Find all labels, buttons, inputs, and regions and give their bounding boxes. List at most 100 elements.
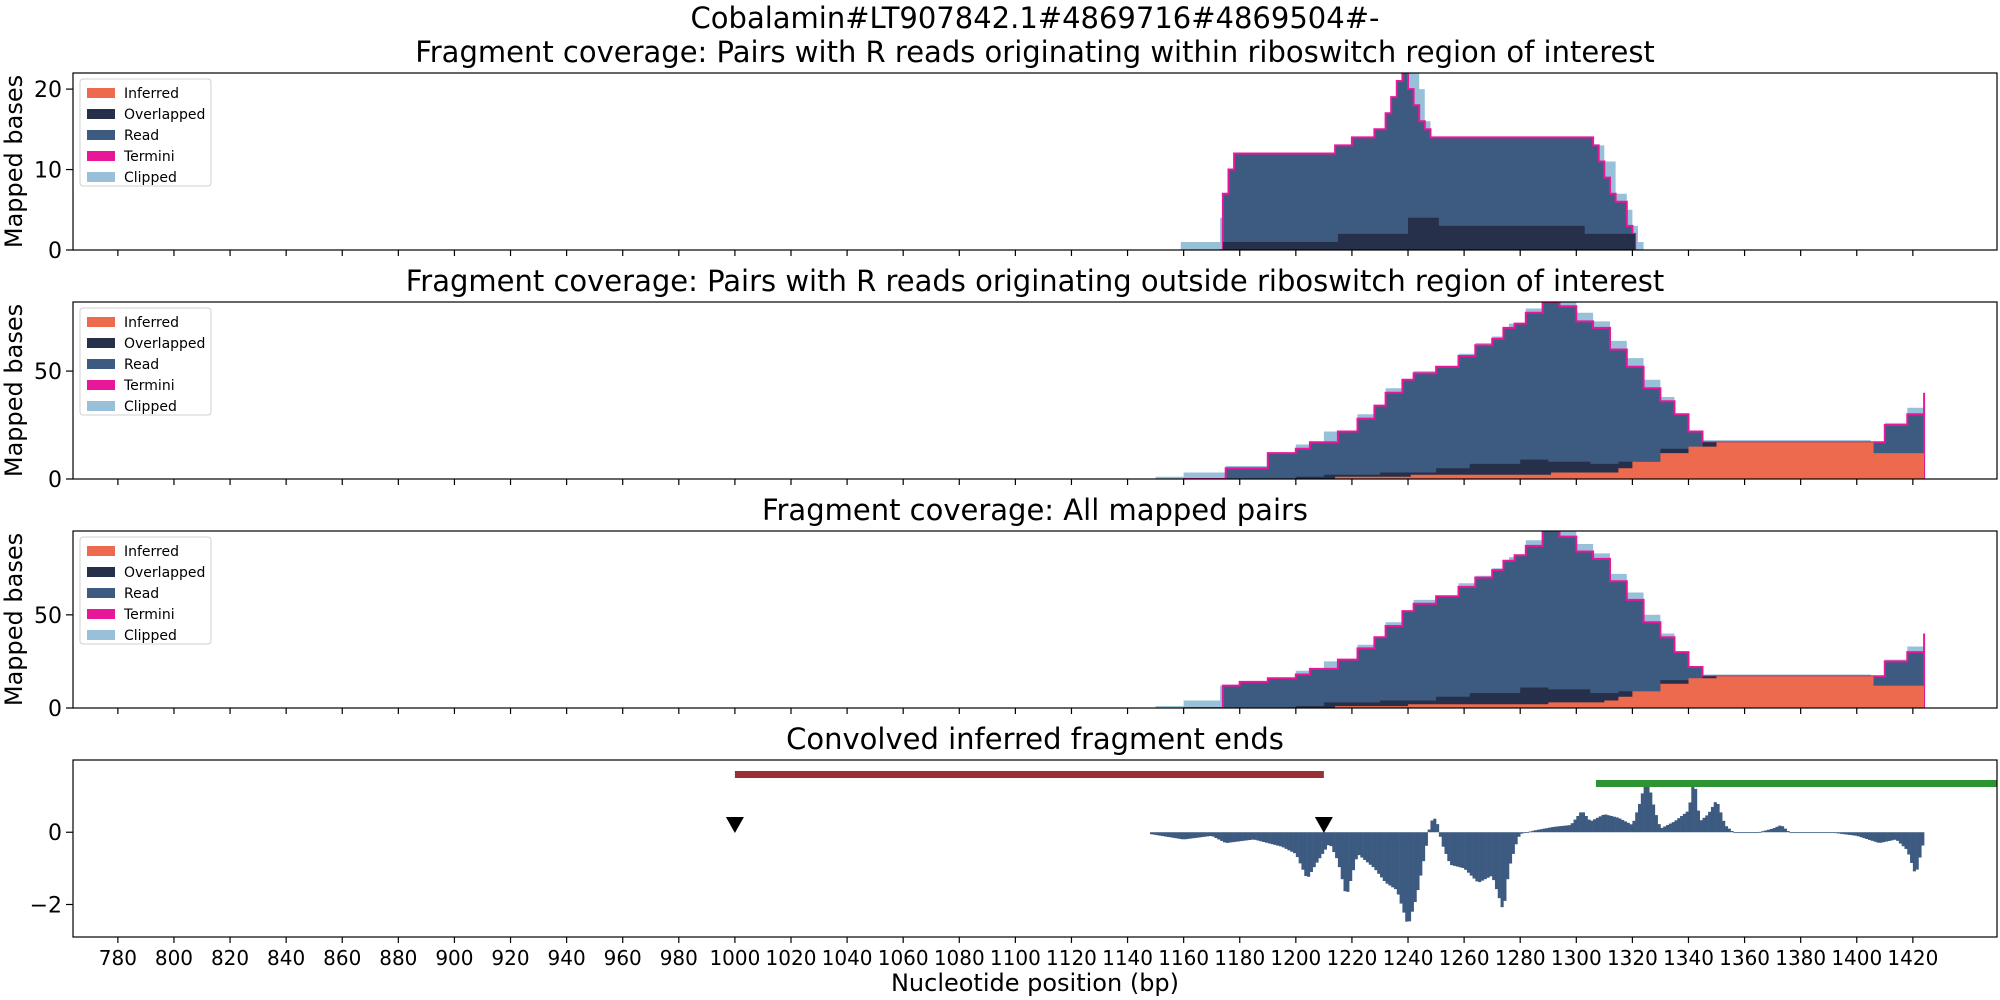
bar [1666,825,1670,833]
panel-4: Convolved inferred fragment ends −2 0 [30,722,1998,943]
x-tick-label: 1020 [766,946,817,970]
bar [1736,832,1740,834]
legend-swatch-clipped [87,172,115,182]
bar [1795,832,1799,834]
panel-3-plot [1127,531,1926,708]
bar [1912,832,1916,872]
y-tick-label: 0 [48,468,62,493]
bar [1455,832,1459,867]
bar [1797,832,1801,834]
bar [1862,832,1866,839]
panel-3-legend: Inferred Overlapped Read Termini Clipped [79,536,212,645]
bar [1747,832,1751,834]
x-tick-label: 940 [548,946,586,970]
bar [1744,832,1748,834]
x-tick-label: 860 [323,946,361,970]
bar [1775,826,1779,833]
bar [1458,832,1462,868]
panel-1-title: Fragment coverage: Pairs with R reads or… [415,35,1655,69]
bar [1351,832,1356,871]
bar [1346,832,1350,892]
x-tick-label: 1300 [1551,946,1602,970]
bar [1419,832,1423,876]
bar [1478,832,1482,883]
bar [1222,832,1227,843]
panel-3: Fragment coverage: All mapped pairs 0 50Ma… [0,493,1998,722]
bar [1506,832,1510,880]
panel-4-frame [72,759,1998,938]
bar [1851,832,1855,836]
panel-2: Fragment coverage: Pairs with R reads or… [0,264,1998,493]
bar [1699,820,1703,833]
bar [1581,812,1586,833]
x-tick-label: 780 [99,946,137,970]
bar [1382,832,1386,882]
bar [1587,819,1591,833]
bar [1867,832,1872,840]
bar [1551,827,1555,833]
bar [1194,832,1198,838]
bar [1494,832,1499,890]
bar [1149,832,1154,835]
bar [1374,832,1378,871]
bar [1377,832,1381,874]
legend-label-inferred: Inferred [124,544,179,560]
bar [1593,819,1597,833]
legend-swatch-inferred [87,88,115,98]
bar [1523,832,1527,834]
panel-4-title: Convolved inferred fragment ends [786,722,1284,756]
bar [1570,823,1574,833]
bar [1545,828,1549,833]
panel-2-frame [72,301,1998,480]
bar [1475,832,1479,882]
bar [1158,832,1162,836]
bar [1806,832,1810,834]
y-tick-label: 20 [34,78,62,103]
bar [1422,832,1426,862]
bar [1910,832,1914,863]
bar [1817,832,1821,834]
bar [1786,831,1790,833]
legend-label-termini: Termini [123,149,175,165]
bar [1447,832,1451,862]
x-axis-label: Nucleotide position (bp) [891,969,1179,997]
bar [1755,832,1759,834]
panel-1-legend: Inferred Overlapped Read Termini Clipped [79,78,212,187]
bar [1161,832,1165,837]
bar [1337,832,1341,868]
bar [1259,832,1263,842]
x-tick-label: 1140 [1102,946,1153,970]
bar [1710,806,1715,833]
bar [1363,832,1367,860]
bar [1312,832,1316,868]
bar [1531,830,1535,833]
x-tick-label: 1040 [822,946,873,970]
bar [1601,814,1605,833]
bar [1239,832,1243,842]
series-termini-edge [1183,302,1926,479]
bar [1848,832,1852,835]
bar [1778,825,1782,833]
bar [1767,829,1771,833]
bar [1825,832,1830,834]
bar [1206,832,1210,837]
bar [1242,832,1246,841]
bar [1727,828,1731,833]
legend-label-inferred: Inferred [124,86,179,102]
x-tick-label: 820 [211,946,249,970]
bar [1758,831,1762,833]
bar [1220,832,1224,841]
panel-1-frame [72,72,1998,251]
bar [1839,832,1844,834]
bar [1231,832,1235,843]
bar [1276,832,1280,846]
bar [1416,832,1420,891]
bar [1772,828,1776,833]
bar [1270,832,1274,845]
bar [1604,814,1608,833]
bar [1708,811,1712,833]
marker-triangle-2 [1314,817,1333,834]
bar [1677,818,1681,833]
bar [1517,832,1521,837]
bar [1441,832,1445,847]
